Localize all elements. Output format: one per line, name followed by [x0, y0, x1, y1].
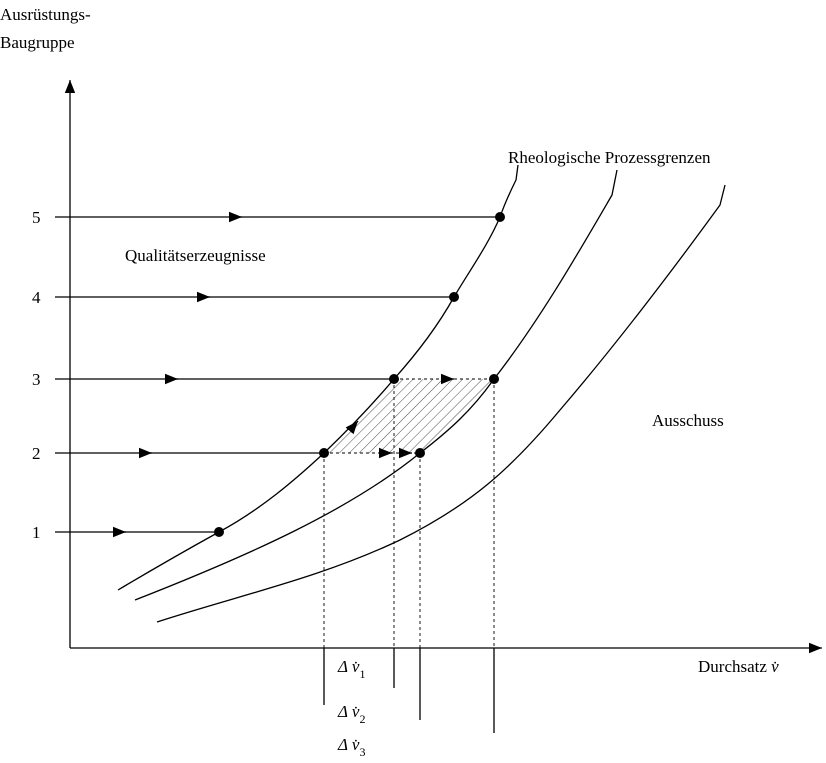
point — [214, 527, 224, 537]
delta-label: Δ v̇1 — [337, 657, 365, 681]
y-tick-label: 3 — [32, 370, 41, 389]
curves-label: Rheologische Prozessgrenzen — [508, 148, 711, 167]
y-tick-label: 1 — [32, 523, 41, 542]
point — [415, 448, 425, 458]
delta-symbol: Δ v̇ — [337, 735, 360, 754]
y-tick-label: 4 — [32, 288, 41, 307]
delta-index: 2 — [359, 712, 365, 726]
x-axis-symbol: v̇ — [771, 657, 779, 676]
points — [214, 212, 505, 537]
delta-label: Δ v̇2 — [337, 702, 365, 726]
point — [389, 374, 399, 384]
region-label: Qualitätserzeugnisse — [125, 246, 266, 265]
point — [319, 448, 329, 458]
y-tick-label: 5 — [32, 208, 41, 227]
y-axis-label: Baugruppe — [0, 33, 75, 52]
point — [449, 292, 459, 302]
boundary-curve — [117, 164, 519, 591]
point — [495, 212, 505, 222]
x-axis-label-text: Durchsatz — [698, 657, 767, 676]
delta-symbol: Δ v̇ — [337, 657, 360, 676]
boundary-curve — [156, 184, 726, 623]
delta-symbol: Δ v̇ — [337, 702, 360, 721]
region-label: Ausschuss — [652, 411, 724, 430]
delta-index: 1 — [359, 667, 365, 681]
boundary-curve — [134, 169, 618, 601]
delta-index: 3 — [359, 745, 365, 759]
hatched-area — [324, 379, 494, 453]
y-axis-label: Ausrüstungs- — [0, 5, 91, 24]
x-axis-label: Durchsatz v̇ — [698, 657, 779, 676]
curve-arrow — [345, 420, 359, 435]
y-tick-label: 2 — [32, 444, 41, 463]
delta-label: Δ v̇3 — [337, 735, 365, 759]
point — [489, 374, 499, 384]
